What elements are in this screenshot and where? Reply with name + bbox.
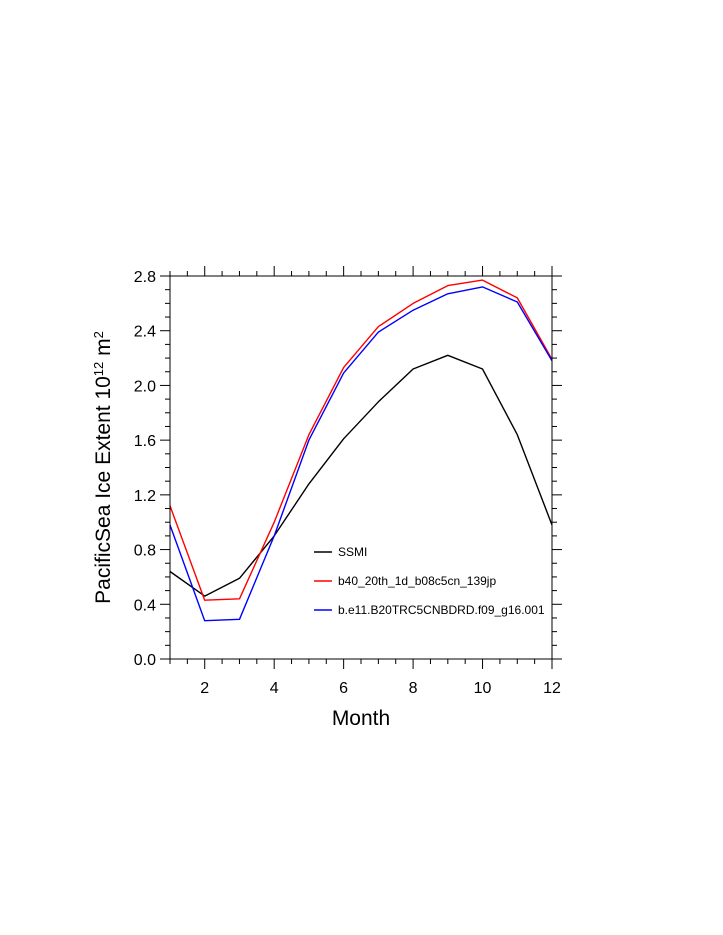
y-axis-title: PacificSea Ice Extent 1012 m2 bbox=[91, 331, 116, 604]
x-axis-title: Month bbox=[332, 707, 390, 730]
y-axis-title-unit: m bbox=[92, 338, 115, 361]
y-axis-title-unit-exponent: 2 bbox=[91, 331, 106, 338]
legend: SSMI b40_20th_1d_b08c5cn_139jp b.e11.B20TR… bbox=[314, 545, 545, 617]
plot-frame bbox=[169, 275, 553, 660]
major-ticks bbox=[160, 266, 562, 669]
y-tick-label: 2.4 bbox=[134, 324, 156, 341]
minor-ticks bbox=[165, 271, 557, 664]
x-tick-label: 10 bbox=[474, 680, 492, 697]
y-tick-label: 0.4 bbox=[134, 597, 156, 614]
y-axis-title-main: PacificSea Ice Extent 10 bbox=[92, 376, 115, 604]
y-tick-label: 1.6 bbox=[134, 433, 156, 450]
x-tick-label: 8 bbox=[409, 680, 418, 697]
series-line-b-e11-b20trc5cnbdrd-f09-g16-001 bbox=[169, 286, 553, 622]
x-tick-label: 6 bbox=[339, 680, 348, 697]
y-tick-labels: 0.0 0.4 0.8 1.2 1.6 2.0 2.4 2.8 bbox=[134, 269, 156, 669]
y-tick-label: 1.2 bbox=[134, 488, 156, 505]
legend-label: b.e11.B20TRC5CNBDRD.f09_g16.001 bbox=[338, 603, 545, 617]
series-layer bbox=[169, 279, 553, 622]
series-line-ssmi bbox=[169, 354, 553, 597]
series-line-b40-20th-1d-b08c5cn-139jp bbox=[169, 279, 553, 601]
legend-label: b40_20th_1d_b08c5cn_139jp bbox=[338, 574, 496, 588]
y-tick-label: 2.0 bbox=[134, 378, 156, 395]
y-tick-label: 0.0 bbox=[134, 652, 156, 669]
x-tick-label: 2 bbox=[200, 680, 209, 697]
y-tick-label: 2.8 bbox=[134, 269, 156, 286]
legend-label: SSMI bbox=[338, 545, 367, 559]
y-axis-title-exponent: 12 bbox=[91, 362, 106, 376]
x-tick-labels: 2 4 6 8 10 12 bbox=[200, 680, 561, 697]
x-tick-label: 4 bbox=[270, 680, 279, 697]
y-tick-label: 0.8 bbox=[134, 543, 156, 560]
x-tick-label: 12 bbox=[543, 680, 561, 697]
